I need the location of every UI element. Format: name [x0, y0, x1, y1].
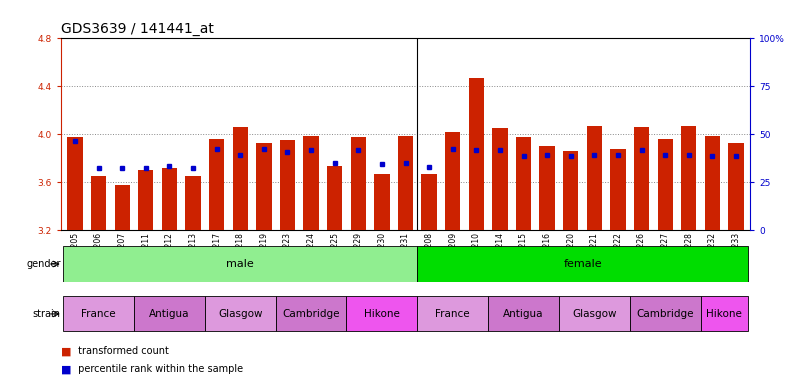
FancyBboxPatch shape — [488, 296, 559, 331]
Text: Glasgow: Glasgow — [218, 309, 263, 319]
Text: GDS3639 / 141441_at: GDS3639 / 141441_at — [61, 22, 214, 36]
FancyBboxPatch shape — [418, 247, 748, 281]
Bar — [256, 143, 272, 230]
Bar — [516, 137, 531, 230]
Bar — [138, 170, 153, 230]
Bar — [398, 136, 413, 230]
Text: ■: ■ — [61, 364, 71, 374]
FancyBboxPatch shape — [701, 296, 748, 331]
Bar — [303, 136, 319, 230]
FancyBboxPatch shape — [63, 247, 418, 281]
Bar — [350, 137, 366, 230]
Bar — [658, 139, 673, 230]
FancyBboxPatch shape — [205, 296, 276, 331]
Bar — [728, 143, 744, 230]
Text: Hikone: Hikone — [364, 309, 400, 319]
FancyBboxPatch shape — [630, 296, 701, 331]
FancyBboxPatch shape — [63, 296, 134, 331]
Bar — [539, 146, 555, 230]
Bar — [209, 139, 225, 230]
Bar — [233, 127, 248, 230]
Bar — [681, 126, 697, 230]
FancyBboxPatch shape — [346, 296, 418, 331]
Bar — [161, 168, 177, 230]
Bar — [586, 126, 602, 230]
Bar — [280, 141, 295, 230]
Text: Antigua: Antigua — [504, 309, 544, 319]
FancyBboxPatch shape — [276, 296, 346, 331]
Bar — [67, 137, 83, 230]
FancyBboxPatch shape — [418, 296, 488, 331]
Text: strain: strain — [32, 309, 61, 319]
Text: female: female — [564, 259, 602, 269]
Bar — [91, 176, 106, 230]
Text: Cambridge: Cambridge — [282, 309, 340, 319]
Bar — [634, 127, 650, 230]
Bar — [374, 174, 389, 230]
Bar — [469, 78, 484, 230]
Bar — [445, 132, 461, 230]
Bar — [186, 176, 200, 230]
Bar — [705, 136, 720, 230]
Text: transformed count: transformed count — [75, 346, 169, 356]
Text: France: France — [81, 309, 116, 319]
Bar — [611, 149, 625, 230]
Text: gender: gender — [26, 259, 61, 269]
Bar — [563, 151, 578, 230]
FancyBboxPatch shape — [134, 296, 205, 331]
Text: Antigua: Antigua — [149, 309, 190, 319]
Text: Hikone: Hikone — [706, 309, 742, 319]
Text: Glasgow: Glasgow — [572, 309, 616, 319]
FancyBboxPatch shape — [559, 296, 630, 331]
Bar — [327, 166, 342, 230]
Bar — [422, 174, 437, 230]
Text: male: male — [226, 259, 254, 269]
Text: ■: ■ — [61, 346, 71, 356]
Text: Cambridge: Cambridge — [637, 309, 694, 319]
Text: France: France — [436, 309, 470, 319]
Bar — [114, 185, 130, 230]
Bar — [492, 128, 508, 230]
Text: percentile rank within the sample: percentile rank within the sample — [75, 364, 243, 374]
